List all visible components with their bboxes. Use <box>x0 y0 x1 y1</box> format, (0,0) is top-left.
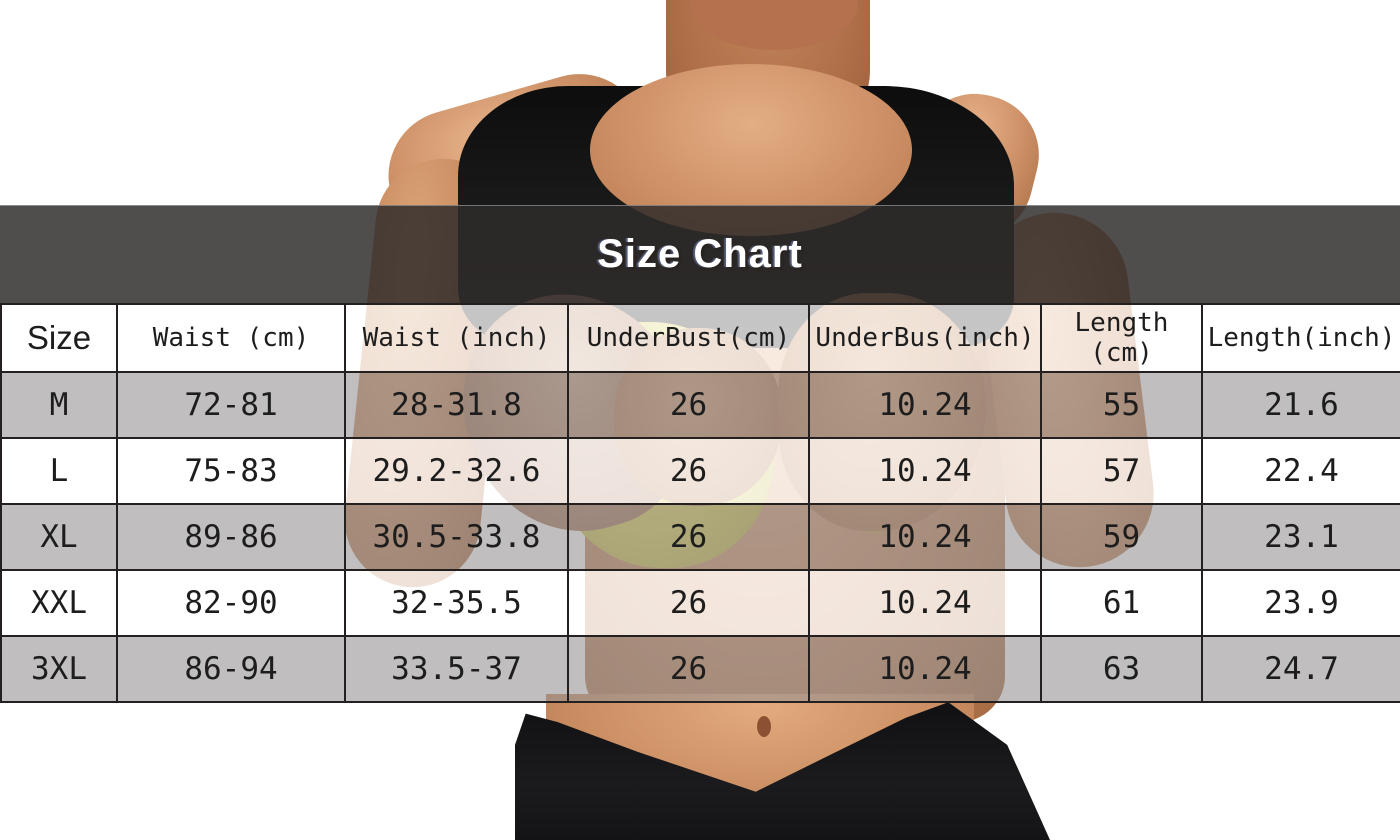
cell-XXL-col6: 23.9 <box>1201 569 1400 637</box>
cell-XXL-col3: 26 <box>567 569 810 637</box>
column-header-1: Waist (cm) <box>116 303 346 373</box>
table-row-L: L 75-83 29.2-32.6 26 10.24 57 22.4 <box>0 437 1400 505</box>
size-label-XXL: XXL <box>0 569 118 637</box>
size-chart-banner: Size Chart <box>0 205 1400 304</box>
cell-M-col3: 26 <box>567 371 810 439</box>
cell-L-col3: 26 <box>567 437 810 505</box>
cell-XXL-col2: 32-35.5 <box>344 569 569 637</box>
cell-XXL-col1: 82-90 <box>116 569 346 637</box>
cell-M-col4: 10.24 <box>808 371 1042 439</box>
cell-M-col2: 28-31.8 <box>344 371 569 439</box>
table-row-3XL: 3XL 86-94 33.5-37 26 10.24 63 24.7 <box>0 635 1400 703</box>
cell-L-col6: 22.4 <box>1201 437 1400 505</box>
cell-M-col1: 72-81 <box>116 371 346 439</box>
table-header: Size Waist (cm) Waist (inch) UnderBust(cm) U… <box>0 303 1400 373</box>
model-navel <box>757 716 771 737</box>
size-chart-table: Size Waist (cm) Waist (inch) UnderBust(cm) U… <box>0 303 1400 703</box>
cell-M-col6: 21.6 <box>1201 371 1400 439</box>
cell-3XL-col1: 86-94 <box>116 635 346 703</box>
size-label-3XL: 3XL <box>0 635 118 703</box>
header-row: Size Waist (cm) Waist (inch) UnderBust(cm) U… <box>0 303 1400 373</box>
column-header-6: Length(inch) <box>1201 303 1400 373</box>
column-header-0: Size <box>0 303 118 373</box>
column-header-2: Waist (inch) <box>344 303 569 373</box>
cell-L-col4: 10.24 <box>808 437 1042 505</box>
size-label-M: M <box>0 371 118 439</box>
cell-XL-col3: 26 <box>567 503 810 571</box>
cell-3XL-col5: 63 <box>1040 635 1203 703</box>
column-header-5: Length (cm) <box>1040 303 1203 373</box>
size-label-XL: XL <box>0 503 118 571</box>
table-row-XXL: XXL 82-90 32-35.5 26 10.24 61 23.9 <box>0 569 1400 637</box>
cell-3XL-col6: 24.7 <box>1201 635 1400 703</box>
size-chart-title: Size Chart <box>597 232 803 276</box>
column-header-4: UnderBus(inch) <box>808 303 1042 373</box>
cell-M-col5: 55 <box>1040 371 1203 439</box>
cell-XL-col5: 59 <box>1040 503 1203 571</box>
table-row-XL: XL 89-86 30.5-33.8 26 10.24 59 23.1 <box>0 503 1400 571</box>
cell-L-col2: 29.2-32.6 <box>344 437 569 505</box>
cell-3XL-col4: 10.24 <box>808 635 1042 703</box>
table-row-M: M 72-81 28-31.8 26 10.24 55 21.6 <box>0 371 1400 439</box>
cell-XL-col6: 23.1 <box>1201 503 1400 571</box>
cell-L-col1: 75-83 <box>116 437 346 505</box>
cell-XL-col4: 10.24 <box>808 503 1042 571</box>
cell-3XL-col3: 26 <box>567 635 810 703</box>
column-header-3: UnderBust(cm) <box>567 303 810 373</box>
cell-XL-col1: 89-86 <box>116 503 346 571</box>
cell-XL-col2: 30.5-33.8 <box>344 503 569 571</box>
cell-L-col5: 57 <box>1040 437 1203 505</box>
table-body: M 72-81 28-31.8 26 10.24 55 21.6 L 75-83 29.2-32.… <box>0 371 1400 703</box>
cell-3XL-col2: 33.5-37 <box>344 635 569 703</box>
cell-XXL-col4: 10.24 <box>808 569 1042 637</box>
size-label-L: L <box>0 437 118 505</box>
cell-XXL-col5: 61 <box>1040 569 1203 637</box>
